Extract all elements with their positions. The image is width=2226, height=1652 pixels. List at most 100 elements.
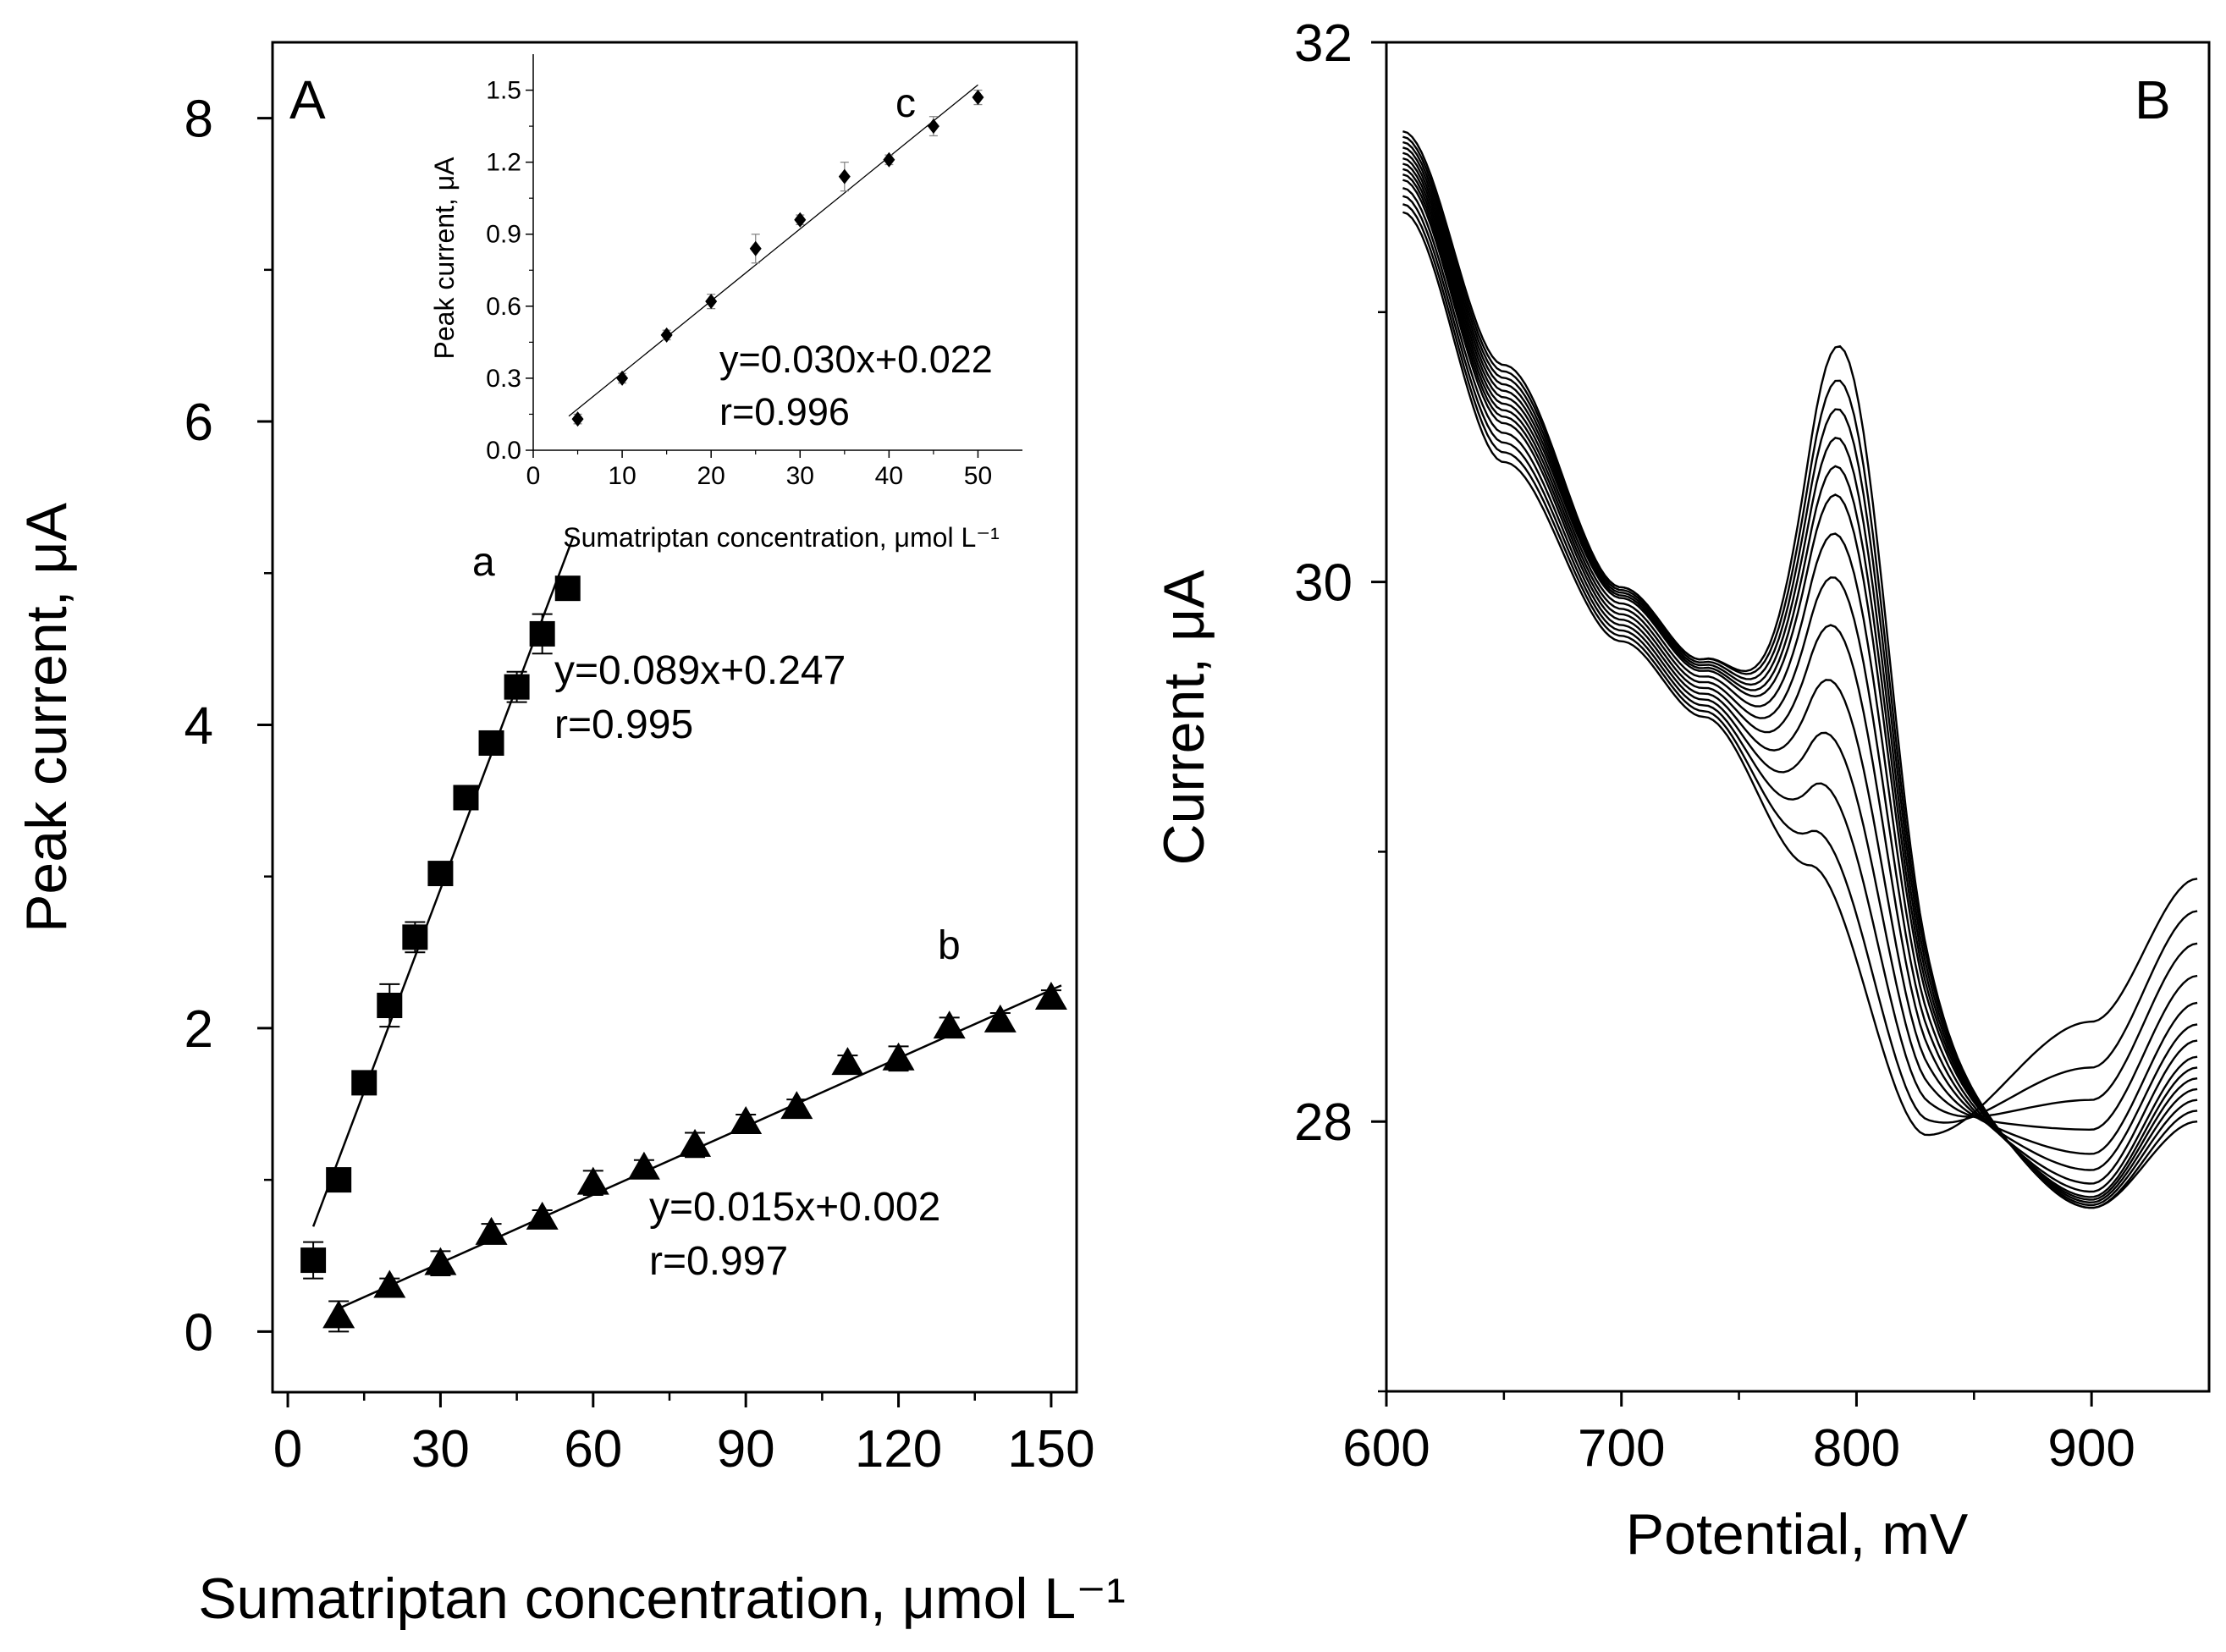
inset-axes: 0 10 20 30 40 50 0.0 0.3 0.6 0.9 1.2 1.5 (486, 54, 1022, 490)
inset-points (571, 89, 984, 427)
series-b-point (730, 1106, 763, 1134)
panel-b-xtick-label: 700 (1578, 1419, 1665, 1478)
voltammogram-curve (1402, 168, 2198, 1185)
series-c-label: c (895, 81, 916, 126)
voltammogram-curve (1402, 203, 2198, 1124)
panel-a-xtick-label: 90 (717, 1420, 775, 1479)
series-a-point (377, 993, 403, 1019)
inset-xtick-label: 40 (875, 462, 903, 490)
series-b-point (933, 1010, 966, 1039)
series-c-point (571, 411, 584, 427)
series-b-point (576, 1166, 609, 1195)
inset-ylabel: Peak current, μA (429, 157, 460, 360)
series-a-point (478, 730, 504, 756)
panel-a-ytick-label: 0 (185, 1303, 213, 1362)
series-b-point (424, 1247, 457, 1275)
inset-xlabel: Sumatriptan concentration, μmol L⁻¹ (563, 522, 1000, 553)
series-c-point (660, 327, 673, 343)
panel-b-ylabel: Current, μA (1152, 570, 1216, 866)
series-b-point (627, 1151, 660, 1180)
series-a-point (453, 785, 479, 811)
series-c-point (794, 212, 807, 228)
series-c-point (749, 240, 762, 256)
panel-a-points (300, 575, 1067, 1333)
panel-a-xtick-label: 0 (273, 1420, 302, 1479)
voltammogram-curve (1402, 146, 2198, 1204)
voltammogram-curve (1402, 195, 2198, 1118)
panel-a-xtick-label: 120 (855, 1420, 942, 1479)
series-c-point (883, 151, 895, 168)
panel-a-ylabel: Peak current, μA (14, 502, 79, 932)
inset-ytick-label: 0.6 (486, 293, 521, 321)
panel-a-ytick-label: 2 (185, 1000, 213, 1059)
voltammogram-curve (1402, 211, 2198, 1137)
series-a-point (300, 1247, 327, 1274)
panel-a-letter: A (289, 69, 326, 130)
series-c-equation: y=0.030x+0.022 (719, 338, 993, 381)
panel-b-curves (1402, 130, 2198, 1209)
series-b-point (475, 1216, 508, 1245)
panel-a-ytick-label: 8 (185, 91, 213, 149)
panel-b: 600 700 800 900 28 30 32 B Current, μA Potenti… (1152, 14, 2211, 1567)
voltammogram-curve (1402, 162, 2198, 1193)
panel-b-xtick-label: 900 (2047, 1419, 2135, 1478)
series-b-r: r=0.997 (649, 1239, 788, 1284)
series-c-point (972, 90, 984, 106)
inset-ytick-label: 0.3 (486, 365, 521, 393)
panel-a: 0 30 60 90 120 150 0 2 4 6 8 A a y=0.089x+0.247 r=… (14, 41, 1126, 1631)
panel-a-xtick-label: 60 (564, 1420, 622, 1479)
series-c-point (705, 294, 718, 310)
series-b-label: b (938, 923, 961, 968)
series-a-equation: y=0.089x+0.247 (554, 648, 846, 693)
panel-b-xtick-label: 800 (1813, 1419, 1900, 1478)
voltammogram-curve (1402, 173, 2198, 1171)
series-b-equation: y=0.015x+0.002 (649, 1185, 940, 1230)
series-a-point (529, 620, 555, 647)
series-b-point (831, 1047, 864, 1076)
panel-a-inset: 0 10 20 30 40 50 0.0 0.3 0.6 0.9 1.2 1.5 c y=0.030x… (429, 54, 1022, 553)
panel-b-ytick-label: 32 (1294, 14, 1353, 73)
voltammogram-curve (1402, 179, 2198, 1155)
series-a-label: a (472, 540, 495, 585)
series-a-point (402, 924, 428, 950)
series-b-point (780, 1091, 813, 1120)
panel-b-xtick-label: 600 (1342, 1419, 1430, 1478)
series-b-point (322, 1300, 355, 1329)
series-a-point (554, 575, 581, 602)
panel-b-xlabel: Potential, mV (1626, 1502, 1969, 1567)
series-b-point (1034, 982, 1067, 1010)
inset-ytick-label: 1.5 (486, 77, 521, 105)
inset-xtick-label: 20 (697, 462, 725, 490)
inset-fit-line (568, 84, 978, 417)
voltammogram-curve (1402, 130, 2198, 1209)
series-b-point (984, 1004, 1017, 1032)
voltammogram-curve (1402, 187, 2198, 1132)
inset-xtick-label: 10 (608, 462, 636, 490)
inset-xtick-label: 30 (786, 462, 814, 490)
panel-a-xlabel: Sumatriptan concentration, μmol L⁻¹ (198, 1567, 1126, 1631)
panel-b-ytick-label: 28 (1294, 1093, 1353, 1152)
voltammogram-curve (1402, 157, 2198, 1198)
series-c-point (616, 370, 629, 386)
inset-background (533, 54, 1022, 450)
panel-a-frame (271, 41, 1078, 1394)
series-c-r: r=0.996 (719, 390, 850, 433)
panel-b-frame (1385, 41, 2211, 1393)
series-c-fit-line (568, 84, 978, 417)
series-b-point (679, 1128, 712, 1157)
panel-b-letter: B (2135, 69, 2171, 130)
inset-ytick-label: 0.0 (486, 437, 521, 465)
panel-a-ticks: 0 30 60 90 120 150 0 2 4 6 8 (185, 91, 1095, 1479)
series-b-point (526, 1201, 559, 1230)
voltammogram-curve (1402, 151, 2198, 1201)
voltammogram-curve (1402, 140, 2198, 1207)
series-a-point (351, 1070, 377, 1096)
panel-a-ytick-label: 6 (185, 394, 213, 452)
series-b-point (882, 1042, 915, 1071)
inset-ytick-label: 0.9 (486, 221, 521, 249)
panel-b-ticks: 600 700 800 900 28 30 32 (1294, 14, 2135, 1478)
series-b-point (373, 1269, 406, 1298)
series-c-point (927, 118, 939, 135)
panel-a-ytick-label: 4 (185, 697, 213, 755)
